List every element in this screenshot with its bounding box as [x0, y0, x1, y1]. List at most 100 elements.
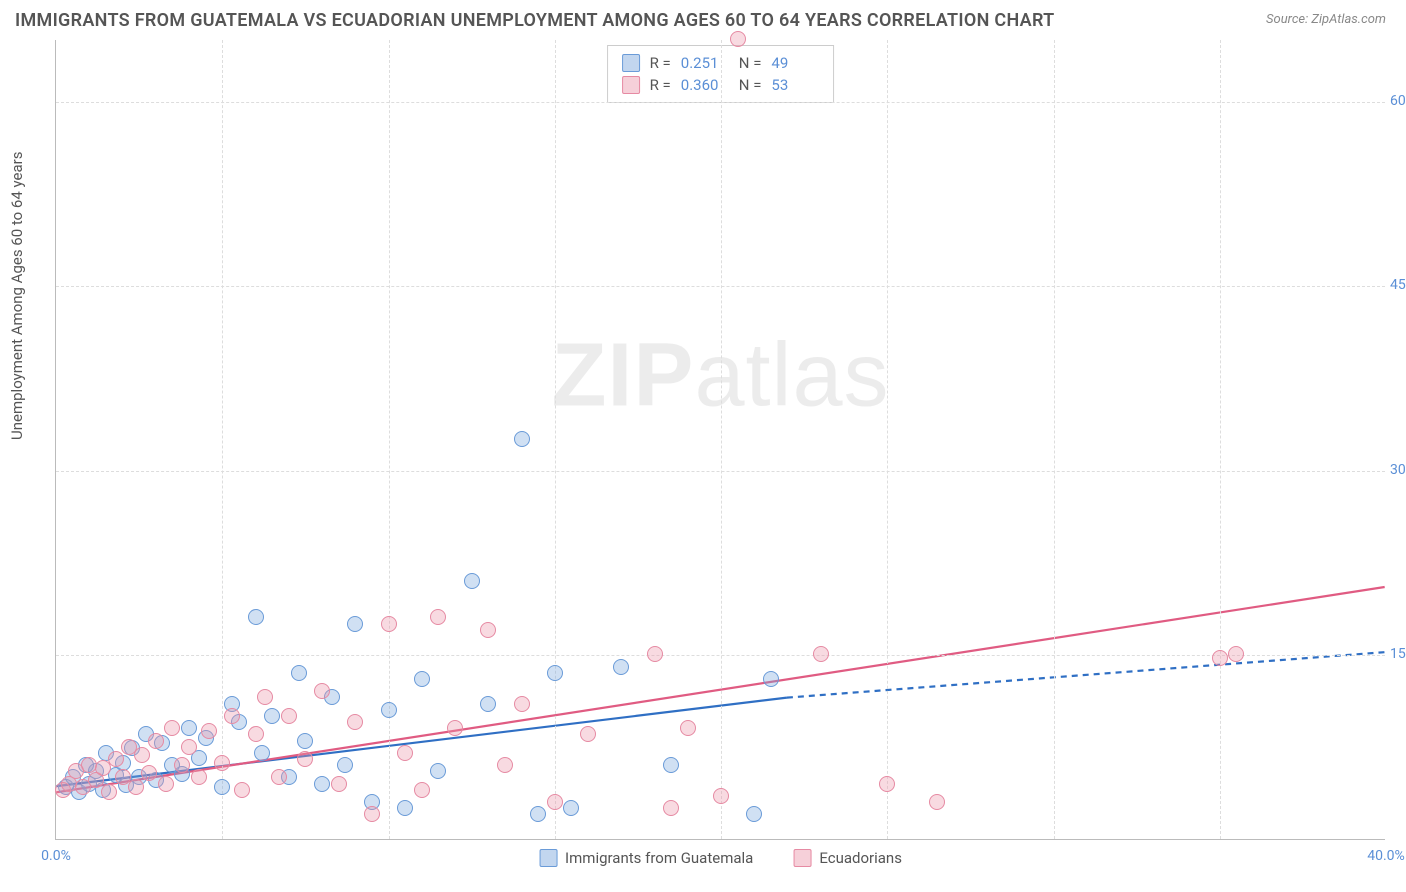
y-tick-label: 15.0% [1390, 646, 1406, 662]
data-point [224, 708, 240, 724]
source-attribution: Source: ZipAtlas.com [1266, 12, 1386, 27]
data-point [164, 720, 180, 736]
data-point [730, 31, 746, 47]
data-point [264, 708, 280, 724]
data-point [314, 776, 330, 792]
data-point [158, 776, 174, 792]
data-point [530, 806, 546, 822]
data-point [547, 665, 563, 681]
data-point [347, 616, 363, 632]
legend-swatch [539, 849, 557, 867]
data-point [713, 788, 729, 804]
data-point [291, 665, 307, 681]
data-point [813, 646, 829, 662]
r-label: R = [650, 54, 671, 72]
data-point [447, 720, 463, 736]
x-tick-label: 40.0% [1367, 848, 1405, 864]
data-point [297, 733, 313, 749]
data-point [580, 726, 596, 742]
data-point [191, 769, 207, 785]
data-point [181, 739, 197, 755]
data-point [281, 708, 297, 724]
legend-series-label: Immigrants from Guatemala [565, 849, 753, 867]
gridline-v [1220, 40, 1221, 839]
gridline-v [1054, 40, 1055, 839]
data-point [201, 723, 217, 739]
legend-swatch [622, 76, 640, 94]
data-point [746, 806, 762, 822]
x-tick-label: 0.0% [41, 848, 71, 864]
data-point [248, 726, 264, 742]
y-tick-label: 45.0% [1390, 277, 1406, 293]
data-point [364, 806, 380, 822]
data-point [331, 776, 347, 792]
data-point [430, 609, 446, 625]
data-point [563, 800, 579, 816]
data-point [929, 794, 945, 810]
y-tick-label: 30.0% [1390, 462, 1406, 478]
gridline-v [887, 40, 888, 839]
data-point [514, 431, 530, 447]
data-point [297, 751, 313, 767]
legend-series-item: Ecuadorians [793, 849, 902, 867]
data-point [381, 702, 397, 718]
data-point [234, 782, 250, 798]
data-point [879, 776, 895, 792]
data-point [271, 769, 287, 785]
gridline-v [555, 40, 556, 839]
r-label: R = [650, 76, 671, 94]
chart-title: IMMIGRANTS FROM GUATEMALA VS ECUADORIAN … [15, 10, 1055, 31]
data-point [647, 646, 663, 662]
data-point [174, 757, 190, 773]
scatter-plot: ZIPatlas R =0.251N =49R =0.360N =53 Immi… [55, 40, 1385, 840]
data-point [108, 751, 124, 767]
data-point [680, 720, 696, 736]
legend-swatch [793, 849, 811, 867]
y-tick-label: 60.0% [1390, 93, 1406, 109]
data-point [480, 696, 496, 712]
data-point [464, 573, 480, 589]
data-point [514, 696, 530, 712]
data-point [381, 616, 397, 632]
data-point [763, 671, 779, 687]
data-point [663, 800, 679, 816]
data-point [128, 779, 144, 795]
data-point [430, 763, 446, 779]
gridline-v [721, 40, 722, 839]
legend-series-label: Ecuadorians [819, 849, 902, 867]
gridline-v [389, 40, 390, 839]
legend-swatch [622, 54, 640, 72]
data-point [214, 755, 230, 771]
data-point [254, 745, 270, 761]
data-point [547, 794, 563, 810]
data-point [181, 720, 197, 736]
legend-series-item: Immigrants from Guatemala [539, 849, 753, 867]
data-point [314, 683, 330, 699]
data-point [497, 757, 513, 773]
data-point [148, 733, 164, 749]
data-point [134, 747, 150, 763]
n-label: N = [739, 54, 762, 72]
data-point [101, 784, 117, 800]
data-point [414, 671, 430, 687]
data-point [397, 800, 413, 816]
data-point [337, 757, 353, 773]
data-point [248, 609, 264, 625]
data-point [397, 745, 413, 761]
data-point [663, 757, 679, 773]
n-label: N = [739, 76, 762, 94]
gridline-v [222, 40, 223, 839]
n-value: 49 [771, 54, 819, 72]
data-point [1212, 650, 1228, 666]
data-point [214, 779, 230, 795]
data-point [141, 765, 157, 781]
n-value: 53 [771, 76, 819, 94]
data-point [613, 659, 629, 675]
legend-series: Immigrants from Guatemala Ecuadorians [539, 849, 902, 867]
data-point [257, 689, 273, 705]
data-point [480, 622, 496, 638]
data-point [414, 782, 430, 798]
data-point [1228, 646, 1244, 662]
y-axis-label: Unemployment Among Ages 60 to 64 years [8, 152, 26, 440]
data-point [347, 714, 363, 730]
